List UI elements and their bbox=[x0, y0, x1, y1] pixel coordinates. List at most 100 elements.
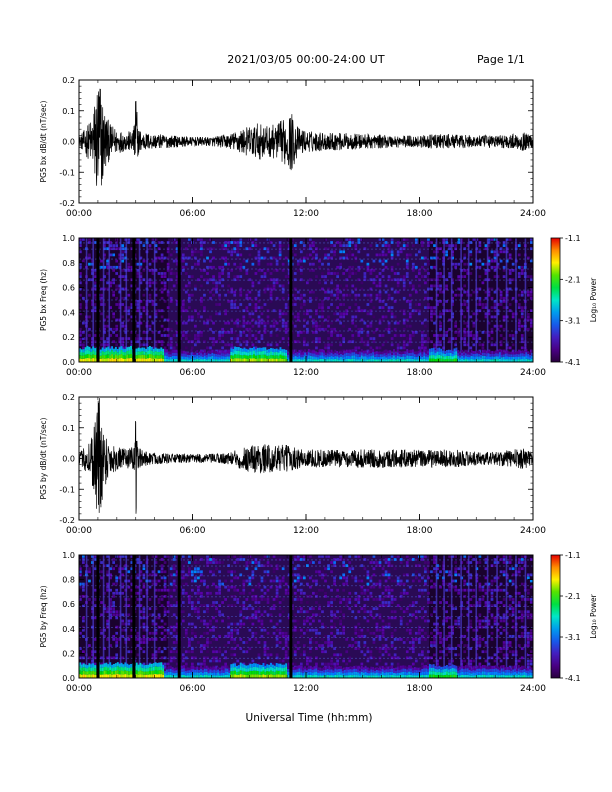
by-waveform-y-tick-label: -0.2 bbox=[59, 516, 75, 525]
by-spectrogram-data-gap bbox=[96, 555, 100, 678]
bx-spectrogram-spike bbox=[108, 238, 111, 362]
bx-spectrogram-spike bbox=[515, 238, 517, 362]
by-spectrogram-y-tick-label: 0.4 bbox=[62, 625, 75, 634]
by-waveform-x-tick-label: 12:00 bbox=[293, 526, 319, 536]
bx-spectrogram-spike bbox=[475, 238, 478, 362]
by-spectrogram-colorbar-label: Log₁₀ Power bbox=[589, 593, 598, 638]
bx-spectrogram-panel: -1.1 -2.1 -3.1 -4.1 Log₁₀ Power 0.0 0.2 0.4 0.6 0… bbox=[39, 234, 598, 378]
bx-spectrogram-colorbar bbox=[550, 237, 561, 363]
by-waveform-x-tick-label: 18:00 bbox=[407, 526, 433, 536]
by-spectrogram-spike bbox=[467, 555, 470, 678]
bx-spectrogram-spike bbox=[505, 238, 508, 362]
bx-waveform-y-tick-label: 0.2 bbox=[62, 76, 75, 85]
by-waveform-trace bbox=[79, 398, 533, 514]
by-spectrogram-spike bbox=[108, 555, 111, 678]
bx-spectrogram-colorbar-tick-label: -3.1 bbox=[565, 317, 581, 326]
by-waveform-y-tick-label: 0.2 bbox=[62, 393, 75, 402]
by-spectrogram-y-tick-label: 0.2 bbox=[62, 649, 75, 658]
bx-waveform-x-tick-label: 24:00 bbox=[520, 209, 546, 219]
by-spectrogram-x-tick-label: 24:00 bbox=[520, 684, 546, 694]
by-spectrogram-colorbar-tick-label: -3.1 bbox=[565, 633, 581, 642]
date-range-title: 2021/03/05 00:00-24:00 UT bbox=[227, 53, 385, 66]
bx-spectrogram-data-gap bbox=[177, 238, 181, 362]
by-spectrogram-data-gap bbox=[132, 555, 136, 678]
page-indicator: Page 1/1 bbox=[477, 53, 525, 66]
by-waveform-x-tick-label: 06:00 bbox=[180, 526, 206, 536]
by-spectrogram-spike bbox=[515, 555, 517, 678]
bx-spectrogram-cells bbox=[79, 238, 533, 362]
bx-spectrogram-y-tick-label: 0.4 bbox=[62, 308, 75, 317]
bx-spectrogram-spike bbox=[524, 238, 527, 362]
by-spectrogram-colorbar-tick-label: -2.1 bbox=[565, 592, 581, 601]
bx-spectrogram-y-tick-label: 1.0 bbox=[62, 234, 75, 243]
by-spectrogram-y-tick-label: 0.8 bbox=[62, 576, 75, 585]
bx-waveform-y-tick-label: 0.0 bbox=[62, 138, 75, 147]
by-spectrogram-spike bbox=[435, 555, 438, 678]
by-spectrogram-x-tick-label: 12:00 bbox=[293, 684, 319, 694]
bx-spectrogram-x-tick-label: 00:00 bbox=[66, 368, 92, 378]
bx-waveform-y-tick-label: -0.1 bbox=[59, 168, 75, 177]
bx-spectrogram-x-tick-label: 06:00 bbox=[180, 368, 206, 378]
bx-spectrogram-spike bbox=[467, 238, 470, 362]
bx-spectrogram-spike bbox=[443, 238, 445, 362]
bx-waveform-y-axis-label: PG5 bx dB/dt (nT/sec) bbox=[39, 100, 48, 182]
bx-spectrogram-x-tick-label: 12:00 bbox=[293, 368, 319, 378]
bx-spectrogram-y-axis-label: PG5 bx Freq (hz) bbox=[39, 269, 48, 331]
bx-waveform-y-tick-label: -0.2 bbox=[59, 199, 75, 208]
bx-spectrogram-spike bbox=[496, 238, 498, 362]
bx-spectrogram-y-tick-label: 0.0 bbox=[62, 358, 75, 367]
bx-spectrogram-spike bbox=[460, 238, 462, 362]
by-spectrogram-spike bbox=[460, 555, 462, 678]
bx-waveform-x-tick-label: 06:00 bbox=[180, 209, 206, 219]
bx-waveform-x-tick-label: 18:00 bbox=[407, 209, 433, 219]
by-spectrogram-data-gap bbox=[289, 555, 293, 678]
bx-spectrogram-spike bbox=[138, 238, 141, 362]
by-spectrogram-spike bbox=[443, 555, 445, 678]
bx-spectrogram-spike bbox=[486, 238, 489, 362]
bx-spectrogram-colorbar-label: Log₁₀ Power bbox=[589, 277, 598, 322]
bx-spectrogram-spike bbox=[92, 238, 94, 362]
by-spectrogram-x-tick-label: 18:00 bbox=[407, 684, 433, 694]
bx-spectrogram-x-tick-label: 18:00 bbox=[407, 368, 433, 378]
bx-spectrogram-x-tick-label: 24:00 bbox=[520, 368, 546, 378]
by-waveform-y-tick-label: 0.1 bbox=[62, 424, 75, 433]
by-spectrogram-spike bbox=[524, 555, 527, 678]
by-spectrogram-spike bbox=[85, 555, 88, 678]
by-spectrogram-spike bbox=[92, 555, 94, 678]
by-spectrogram-spike bbox=[102, 555, 105, 678]
by-spectrogram-y-tick-label: 0.0 bbox=[62, 674, 75, 683]
by-waveform-y-tick-label: 0.0 bbox=[62, 455, 75, 464]
by-spectrogram-colorbar bbox=[550, 554, 561, 679]
bx-spectrogram-spike bbox=[435, 238, 438, 362]
by-spectrogram-y-tick-label: 1.0 bbox=[62, 551, 75, 560]
bx-spectrogram-colorbar-tick-label: -1.1 bbox=[565, 234, 581, 243]
by-spectrogram-spike bbox=[496, 555, 498, 678]
bx-waveform-x-tick-label: 00:00 bbox=[66, 209, 92, 219]
by-spectrogram-spike bbox=[475, 555, 478, 678]
by-spectrogram-spike bbox=[450, 555, 453, 678]
bx-spectrogram-spike bbox=[146, 238, 148, 362]
by-waveform-y-tick-label: -0.1 bbox=[59, 485, 75, 494]
by-spectrogram-y-tick-label: 0.6 bbox=[62, 600, 75, 609]
by-waveform-x-tick-label: 00:00 bbox=[66, 526, 92, 536]
bx-spectrogram-data-gap bbox=[96, 238, 100, 362]
by-spectrogram-panel: -1.1 -2.1 -3.1 -4.1 Log₁₀ Power 0.0 0.2 0.4 0.6 0… bbox=[39, 551, 598, 694]
bx-spectrogram-spike bbox=[85, 238, 88, 362]
bx-spectrogram-spike bbox=[450, 238, 453, 362]
bx-spectrogram-colorbar-tick-label: -4.1 bbox=[565, 358, 581, 367]
bx-spectrogram-spike bbox=[119, 238, 122, 362]
by-spectrogram-colorbar-tick-label: -1.1 bbox=[565, 551, 581, 560]
by-spectrogram-spike bbox=[138, 555, 141, 678]
by-waveform-panel: -0.2 -0.1 0.0 0.1 0.2 00:00 06:00 12:00 18:00 24:… bbox=[39, 393, 546, 536]
by-spectrogram-y-axis-label: PG5 by Freq (hz) bbox=[39, 585, 48, 647]
bx-spectrogram-y-tick-label: 0.2 bbox=[62, 333, 75, 342]
by-spectrogram-spike bbox=[153, 555, 156, 678]
by-spectrogram-spike bbox=[119, 555, 122, 678]
bx-spectrogram-data-gap bbox=[132, 238, 136, 362]
by-spectrogram-spike bbox=[146, 555, 148, 678]
bx-waveform-y-tick-label: 0.1 bbox=[62, 107, 75, 116]
by-spectrogram-spike bbox=[505, 555, 508, 678]
bx-spectrogram-spike bbox=[125, 238, 128, 362]
bx-spectrogram-y-tick-label: 0.8 bbox=[62, 259, 75, 268]
